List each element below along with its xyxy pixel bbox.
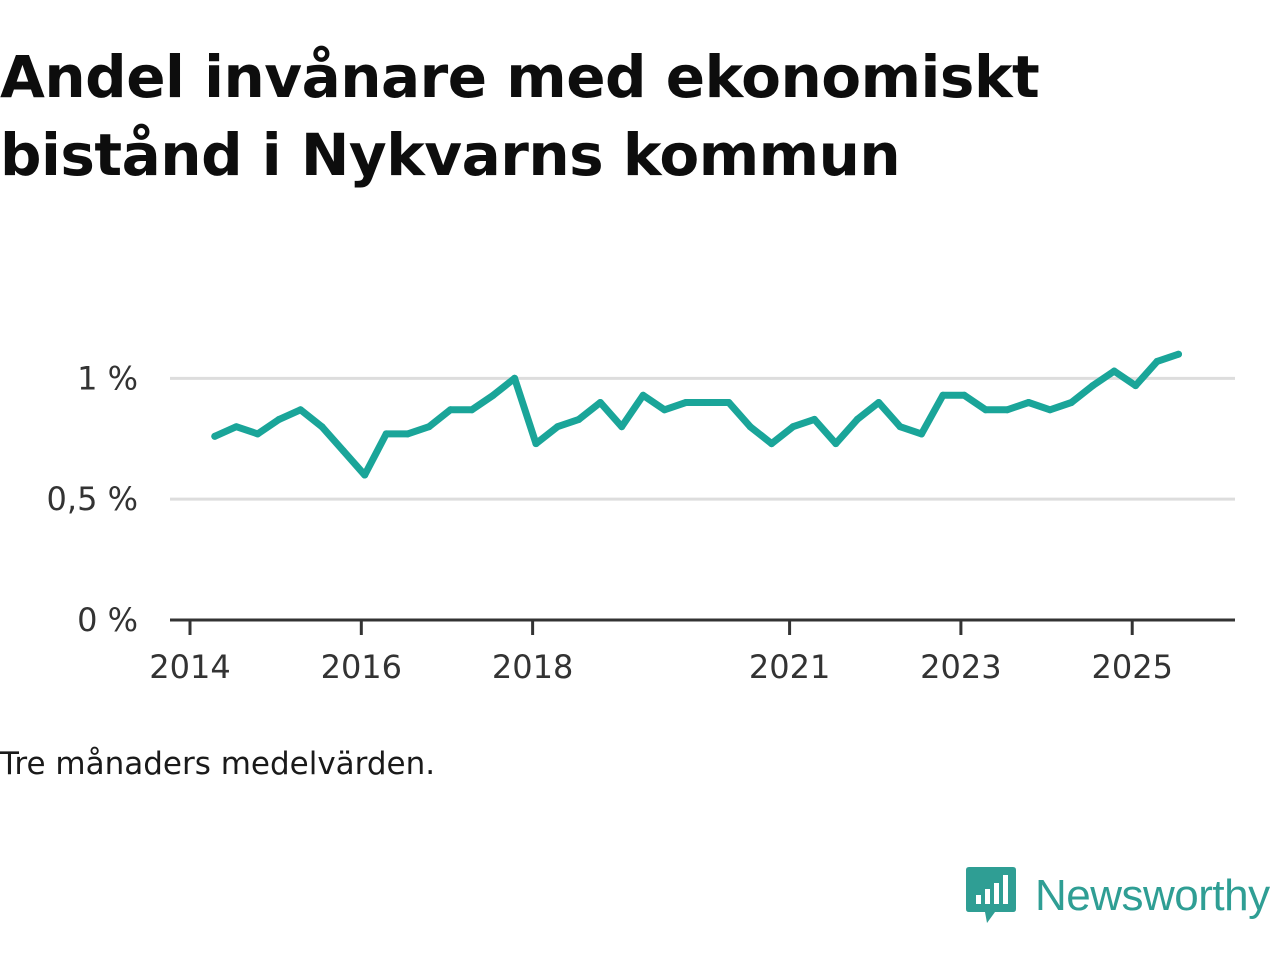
data-point <box>1067 399 1075 406</box>
data-point <box>810 415 818 423</box>
x-tick-label: 2023 <box>920 648 1001 686</box>
data-point <box>254 430 262 438</box>
data-point <box>1089 382 1097 390</box>
x-tick-label: 2018 <box>492 648 573 686</box>
data-point <box>746 423 754 431</box>
data-point <box>489 391 497 399</box>
data-point <box>275 415 283 423</box>
data-point <box>382 430 390 438</box>
data-point <box>554 423 561 431</box>
data-point <box>361 471 369 479</box>
data-point <box>232 423 240 431</box>
y-axis-labels: 0 % 0,5 % 1 % <box>47 359 138 639</box>
data-point <box>960 391 968 399</box>
data-point <box>896 423 904 431</box>
brand-name: Newsworthy <box>1035 871 1270 920</box>
data-point <box>853 415 861 423</box>
data-point <box>318 423 326 431</box>
data-point <box>1153 357 1161 365</box>
chart-title: Andel invånare med ekonomiskt bistånd i … <box>0 43 1040 189</box>
y-tick-label: 1 % <box>77 359 138 397</box>
data-point <box>1003 406 1011 414</box>
x-axis: 2014 2016 2018 2021 2023 2025 <box>149 618 1235 686</box>
y-tick-label: 0 % <box>77 601 138 639</box>
data-point <box>446 406 454 414</box>
y-tick-label: 0,5 % <box>47 480 138 518</box>
data-point <box>1175 350 1182 358</box>
x-tick-label: 2025 <box>1091 648 1172 686</box>
brand-logo: Newsworthy <box>965 865 1270 927</box>
x-tick-label: 2014 <box>149 648 230 686</box>
data-point <box>532 440 540 448</box>
data-point <box>575 415 583 423</box>
data-point <box>703 399 711 406</box>
data-point <box>768 440 776 448</box>
line-chart: 0 % 0,5 % 1 % 2014 2016 2018 2021 2023 2025 <box>47 350 1235 686</box>
series-line <box>211 350 1182 479</box>
data-point <box>511 374 519 382</box>
data-point <box>661 406 668 414</box>
newsworthy-logo-icon <box>966 867 1016 923</box>
data-point <box>639 391 647 399</box>
data-point <box>1046 406 1054 414</box>
data-point <box>725 399 733 406</box>
data-point <box>918 430 925 438</box>
data-point <box>789 423 797 431</box>
data-point <box>939 391 947 399</box>
data-point <box>875 399 883 406</box>
x-tick-label: 2016 <box>321 648 402 686</box>
data-point <box>1132 382 1140 390</box>
data-point <box>1025 399 1033 406</box>
data-point <box>211 432 219 440</box>
data-point <box>339 447 347 455</box>
data-point <box>404 430 412 438</box>
x-tick-label: 2021 <box>749 648 830 686</box>
data-point <box>982 406 990 414</box>
data-point <box>297 406 304 414</box>
data-point <box>596 399 604 406</box>
data-point <box>1110 367 1118 375</box>
series-layer <box>211 350 1182 479</box>
data-point <box>468 406 476 414</box>
gridlines <box>170 376 1235 501</box>
chart-footnote: Tre månaders medelvärden. <box>0 746 436 782</box>
data-point <box>425 423 433 431</box>
data-point <box>832 440 840 448</box>
data-point <box>682 399 690 406</box>
data-point <box>618 423 626 431</box>
